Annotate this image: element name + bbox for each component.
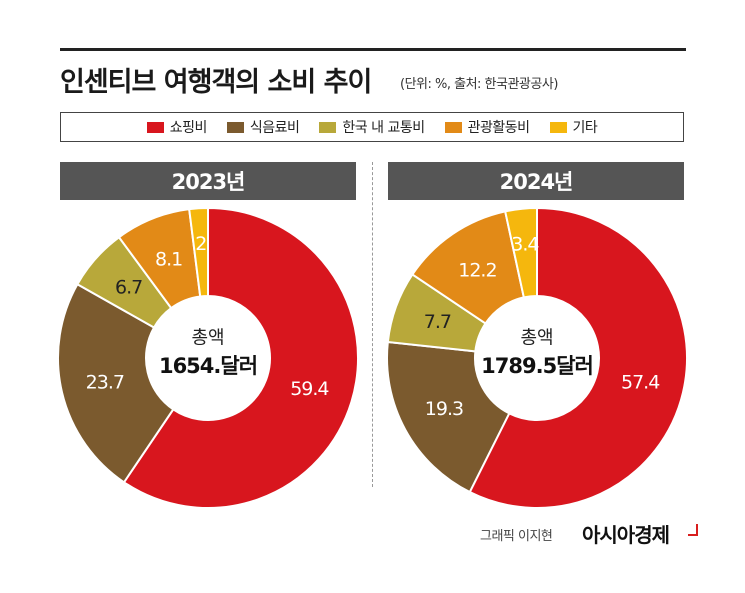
legend-label: 쇼핑비 bbox=[169, 120, 208, 136]
chart-divider bbox=[372, 162, 373, 487]
brand-logo: 아시아경제 bbox=[582, 523, 670, 547]
legend-item-shopping: 쇼핑비 bbox=[146, 117, 208, 137]
value-label-food: 19.3 bbox=[425, 398, 463, 420]
legend-swatch-transport bbox=[319, 121, 337, 133]
slice-shopping bbox=[468, 206, 688, 509]
source-note: (단위: %, 출처: 한국관광공사) bbox=[400, 77, 558, 92]
top-rule bbox=[60, 48, 686, 51]
legend-item-tourism: 관광활동비 bbox=[444, 117, 530, 137]
center-label: 총액 bbox=[520, 328, 553, 349]
brand-mark-icon bbox=[688, 524, 698, 536]
value-label-other: 2 bbox=[195, 233, 206, 255]
graphic-credit: 그래픽 이지현 bbox=[480, 529, 553, 544]
legend-swatch-food bbox=[226, 121, 244, 133]
value-label-tourism: 8.1 bbox=[155, 249, 182, 271]
donut-2024: 57.4 19.3 7.7 12.2 3.4 총액 1789.5달러 bbox=[386, 206, 688, 509]
center-value: 1654.달러 bbox=[159, 354, 257, 378]
legend-item-transport: 한국 내 교통비 bbox=[319, 117, 425, 137]
year-badge-2024: 2024년 bbox=[388, 162, 684, 200]
donut-2023: 59.4 23.7 6.7 8.1 2 총액 1654.달러 bbox=[57, 206, 359, 509]
value-label-shopping: 59.4 bbox=[290, 378, 329, 400]
value-label-other: 3.4 bbox=[511, 234, 539, 256]
legend-label: 식음료비 bbox=[249, 120, 300, 136]
legend-label: 기타 bbox=[572, 120, 598, 136]
legend-swatch-tourism bbox=[444, 121, 462, 133]
legend-swatch-other bbox=[549, 121, 567, 133]
value-label-shopping: 57.4 bbox=[621, 371, 660, 393]
center-value: 1789.5달러 bbox=[481, 354, 593, 378]
legend-item-food: 식음료비 bbox=[226, 117, 300, 137]
page-title: 인센티브 여행객의 소비 추이 bbox=[60, 67, 372, 98]
slice-food bbox=[57, 282, 175, 484]
legend: 쇼핑비 식음료비 한국 내 교통비 관광활동비 기타 bbox=[60, 112, 684, 142]
value-label-tourism: 12.2 bbox=[458, 259, 496, 281]
value-label-transport: 6.7 bbox=[115, 277, 142, 299]
legend-label: 한국 내 교통비 bbox=[342, 120, 425, 136]
year-badge-2023: 2023년 bbox=[60, 162, 356, 200]
legend-label: 관광활동비 bbox=[467, 120, 530, 136]
center-label: 총액 bbox=[191, 328, 224, 349]
slice-food bbox=[386, 340, 511, 494]
slice-other bbox=[504, 206, 538, 299]
value-label-transport: 7.7 bbox=[424, 311, 451, 333]
value-label-food: 23.7 bbox=[86, 371, 124, 393]
legend-swatch-shopping bbox=[146, 121, 164, 133]
slice-other bbox=[188, 206, 209, 298]
slice-shopping bbox=[122, 206, 359, 509]
legend-item-other: 기타 bbox=[549, 117, 598, 137]
